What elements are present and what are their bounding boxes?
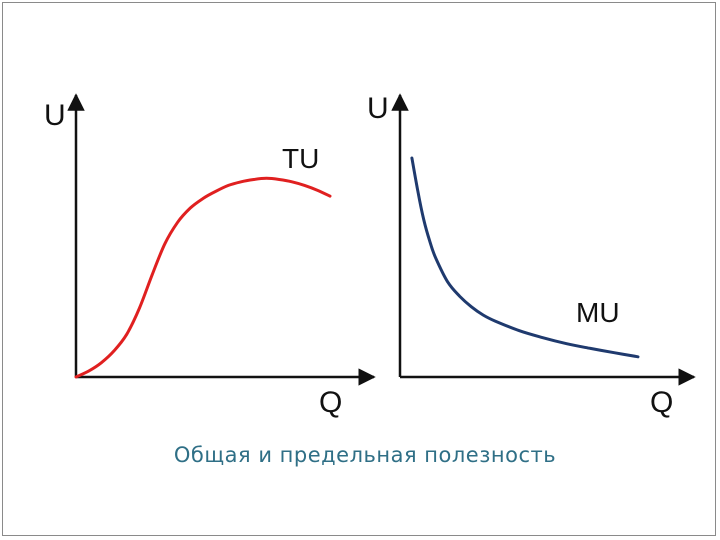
slide-caption: Общая и предельная полезность	[173, 443, 557, 467]
tu-x-axis-label: Q	[319, 386, 342, 419]
tu-chart: U Q TU	[44, 93, 376, 419]
tu-series-line	[74, 176, 332, 379]
tu-y-axis-label: U	[44, 99, 66, 132]
mu-chart: U Q MU	[367, 92, 696, 419]
tu-series-label: TU	[282, 143, 319, 174]
mu-x-axis-label: Q	[650, 386, 673, 419]
mu-y-axis-label: U	[367, 92, 389, 125]
mu-series-line	[410, 156, 640, 359]
mu-series-label: MU	[576, 297, 620, 328]
